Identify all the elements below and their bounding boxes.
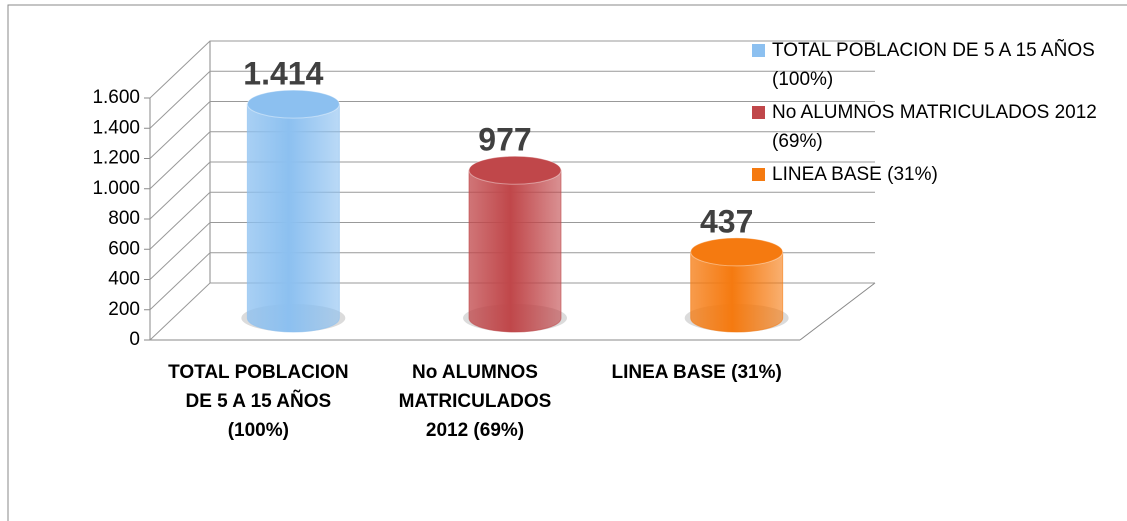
legend-entry: No ALUMNOS MATRICULADOS 2012 (69%)	[752, 98, 1127, 156]
grid-line	[149, 282, 875, 341]
bar-top	[690, 237, 784, 267]
grid-line	[149, 70, 875, 129]
grid-line	[149, 131, 875, 190]
chart-border	[7, 4, 1127, 521]
grid-line	[149, 161, 875, 220]
bar	[468, 169, 562, 333]
value-label: 977	[478, 122, 531, 158]
legend-swatch	[752, 168, 765, 181]
y-tick-label: 800	[108, 208, 140, 229]
x-tick-label: TOTAL POBLACION DE 5 A 15 AÑOS (100%)	[168, 362, 349, 441]
legend-entry: LINEA BASE (31%)	[752, 160, 1127, 189]
y-tick-label: 0	[129, 329, 140, 350]
legend-entry: TOTAL POBLACION DE 5 A 15 AÑOS (100%)	[752, 36, 1127, 94]
y-tick-label: 1.400	[92, 117, 140, 138]
grid-line	[149, 40, 875, 99]
x-tick-label: LINEA BASE (31%)	[611, 362, 782, 383]
legend-swatch	[752, 44, 765, 57]
y-tick-label: 400	[108, 269, 140, 290]
y-tick-label: 1.200	[92, 148, 140, 169]
bar-top	[246, 89, 340, 119]
grid-line	[149, 101, 875, 159]
y-tick-label: 600	[108, 238, 140, 259]
grid-line	[149, 222, 875, 280]
value-label: 437	[700, 203, 753, 239]
y-tick-label: 1.000	[92, 178, 140, 199]
x-tick-label: No ALUMNOS MATRICULADOS 2012 (69%)	[398, 362, 552, 441]
bar-top	[468, 155, 562, 185]
legend-text: No ALUMNOS MATRICULADOS 2012 (69%)	[772, 102, 1097, 152]
floor-right	[799, 282, 876, 341]
legend-text: LINEA BASE (31%)	[772, 164, 938, 185]
y-tick-label: 200	[108, 299, 140, 320]
y-tick-label: 1.600	[92, 87, 140, 108]
bar	[690, 251, 784, 333]
legend-swatch	[752, 106, 765, 119]
grid-line	[149, 252, 875, 311]
legend-text: TOTAL POBLACION DE 5 A 15 AÑOS (100%)	[772, 40, 1095, 90]
grid-line	[149, 191, 875, 250]
value-label: 1.414	[243, 56, 323, 92]
bar	[246, 103, 340, 333]
